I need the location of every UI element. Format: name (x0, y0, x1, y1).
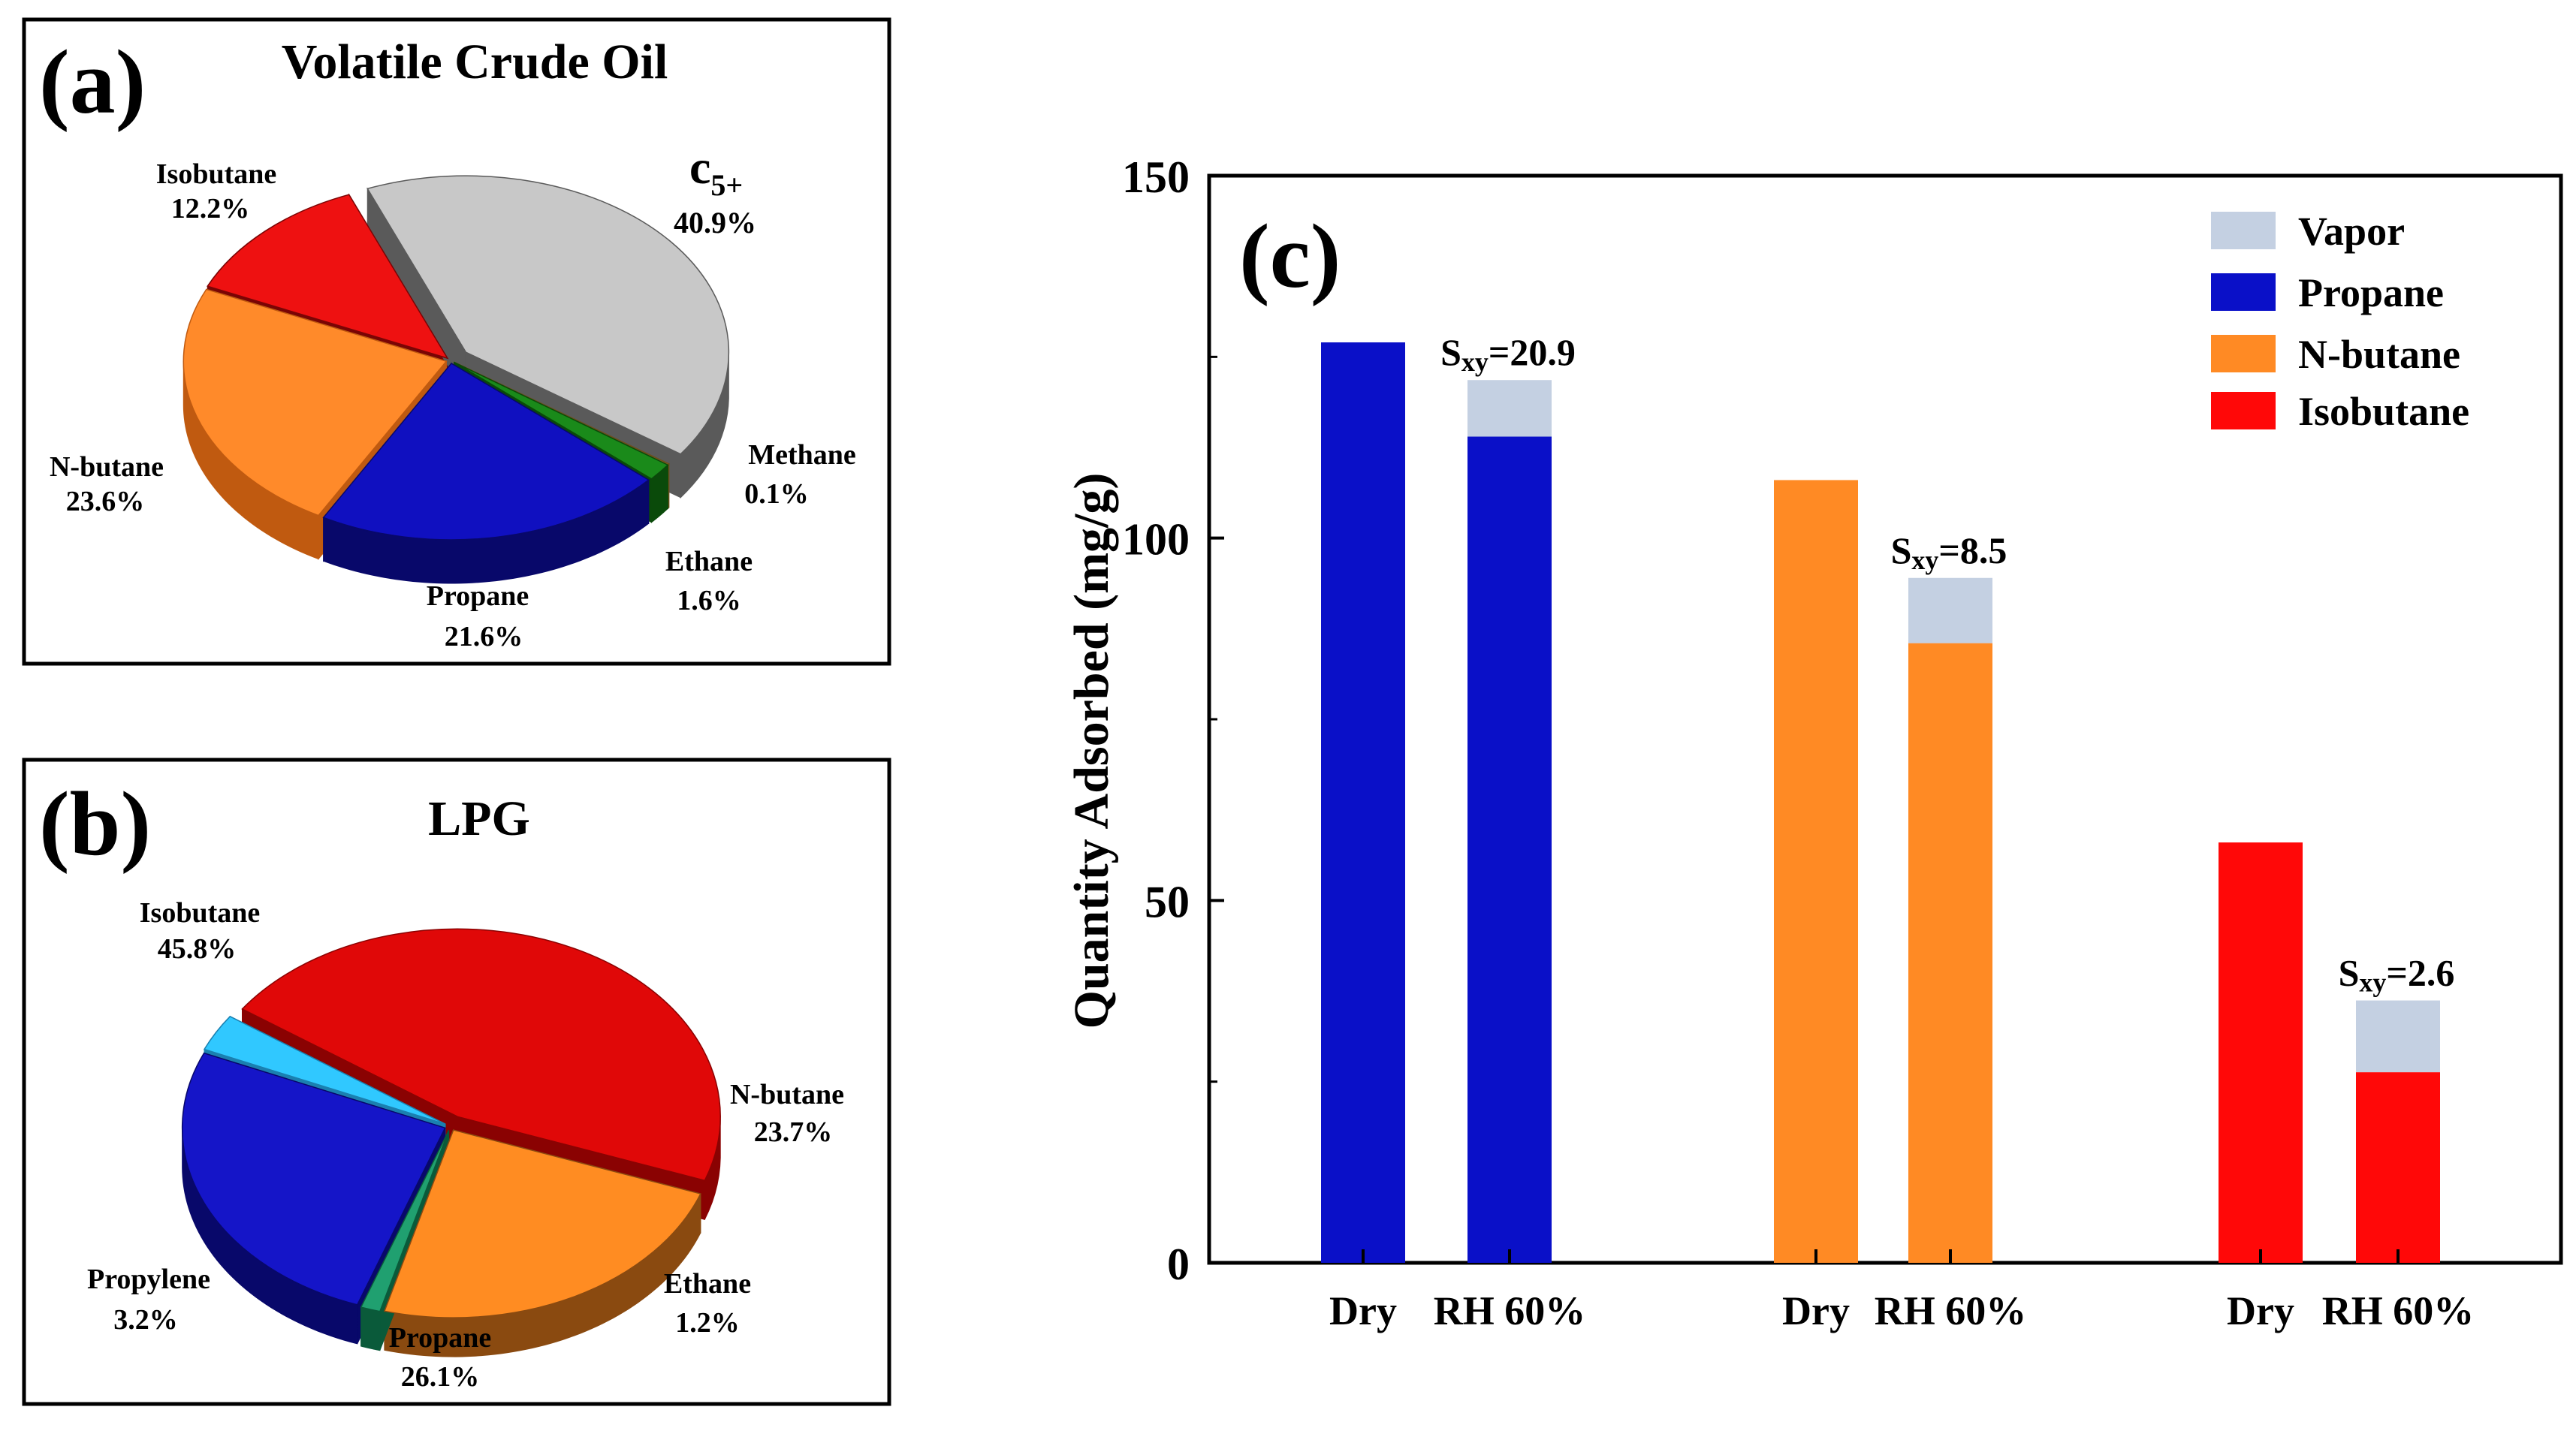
pie-b (181, 928, 721, 1357)
pie-a-labels: c5+ 40.9% Methane 0.1% Ethane 1.6% Propane 21.6… (50, 140, 856, 652)
bar-vapor-n-butane (1908, 577, 1992, 643)
pie-slice-propane (322, 362, 650, 541)
pie-slice-propane (181, 1052, 446, 1306)
legend-label-propane: Propane (2298, 270, 2444, 315)
pie-a-pct-propane: 21.6% (445, 621, 523, 652)
panel-b-label: (b) (39, 773, 151, 875)
y-tick-label: 150 (1122, 152, 1190, 202)
x-tick-label: RH 60% (2322, 1288, 2475, 1333)
bar-n-butane-rh60 (1908, 643, 1992, 1263)
y-tick-label: 100 (1122, 515, 1190, 565)
pie-b-pct-ethane: 1.2% (675, 1307, 740, 1339)
x-tick-label: RH 60% (1875, 1288, 2027, 1333)
pie-a-label-propane: Propane (427, 580, 529, 612)
legend-swatch-n-butane (2211, 335, 2276, 372)
legend-swatch-vapor (2211, 212, 2276, 249)
bar-isobutane-rh60 (2356, 1072, 2440, 1263)
panel-b: (b) LPG Isobutane 45.8% N-butane 23.7% Ethan… (22, 758, 891, 1406)
legend-swatch-isobutane (2211, 392, 2276, 429)
y-tick-label: 50 (1145, 877, 1190, 926)
bar-n-butane-dry (1774, 480, 1858, 1264)
y-axis-label: Quantity Adsorbed (mg/g) (1064, 473, 1119, 1029)
pie-a-pct-methane: 0.1% (744, 478, 809, 510)
pie-slice-n-butane (383, 1129, 701, 1318)
panel-a-title: Volatile Crude Oil (282, 35, 668, 89)
pie-b-label-propane: Propane (389, 1322, 492, 1354)
pie-b-label-isobutane: Isobutane (140, 897, 261, 929)
pie-b-labels: Isobutane 45.8% N-butane 23.7% Ethane 1.2% Pro… (87, 897, 844, 1393)
legend-swatch-propane (2211, 273, 2276, 311)
bar-propane-dry (1321, 342, 1405, 1264)
pie-slice-ethane (360, 1130, 450, 1312)
pie-a-pct-isobutane: 12.2% (171, 193, 250, 224)
pie-slice-n-butane (182, 288, 448, 517)
pie-b-pct-isobutane: 45.8% (158, 933, 237, 965)
pie-b-label-nbutane: N-butane (730, 1079, 844, 1110)
x-tick-label: RH 60% (1434, 1288, 1586, 1333)
x-tick-label: Dry (1782, 1288, 1850, 1333)
panel-a-label: (a) (39, 32, 146, 133)
pie-b-pct-propylene: 3.2% (113, 1304, 178, 1336)
bar-isobutane-dry (2219, 842, 2303, 1263)
pie-a-label-c5plus: c5+ (689, 140, 743, 202)
pie-slice-isobutane (207, 194, 449, 360)
annotation-sxy-isobutane: Sxy=2.6 (2339, 952, 2455, 998)
bar-vapor-isobutane (2356, 1000, 2440, 1073)
pie-a-label-isobutane: Isobutane (156, 158, 277, 190)
bar-propane-rh60 (1467, 436, 1552, 1263)
pie-a-label-nbutane: N-butane (50, 451, 164, 483)
pie-a-pct-nbutane: 23.6% (66, 486, 145, 517)
x-tick-label: Dry (1329, 1288, 1397, 1333)
legend: Vapor Propane N-butane Isobutane (2211, 209, 2469, 434)
bar-vapor-propane (1467, 380, 1552, 437)
panel-b-title: LPG (428, 791, 530, 846)
legend-label-isobutane: Isobutane (2298, 389, 2469, 434)
legend-label-vapor: Vapor (2298, 209, 2405, 254)
annotation-sxy-propane: Sxy=20.9 (1440, 331, 1576, 377)
pie-b-pct-nbutane: 23.7% (754, 1116, 833, 1148)
annotation-sxy-n-butane: Sxy=8.5 (1891, 529, 2007, 575)
pie-a-label-methane: Methane (748, 439, 856, 471)
pie-a (182, 175, 730, 584)
pie-a-pct-ethane: 1.6% (677, 585, 741, 616)
legend-label-n-butane: N-butane (2298, 332, 2460, 377)
y-tick-label: 0 (1167, 1240, 1190, 1289)
bar-plot-area: 0 50 100 150 Dry Sxy=20.9 RH 60% Dry Sxy=8.5 RH 6… (1122, 152, 2563, 1333)
pie-b-label-propylene: Propylene (87, 1264, 210, 1295)
panel-c: (c) Quantity Adsorbed (mg/g) 0 50 100 150 Dr… (1064, 152, 2563, 1333)
pie-a-label-ethane: Ethane (665, 546, 753, 577)
pie-b-label-ethane: Ethane (664, 1268, 751, 1300)
pie-b-pct-propane: 26.1% (401, 1361, 480, 1393)
pie-slice-ethane (454, 361, 669, 480)
pie-a-pct-c5plus: 40.9% (674, 206, 756, 240)
pie-slice-propylene (203, 1015, 446, 1125)
pie-slice-isobutane (241, 928, 721, 1182)
x-tick-label: Dry (2227, 1288, 2294, 1333)
panel-a: (a) Volatile Crude Oil c5+ 40.9% Methane 0.… (22, 17, 891, 666)
panel-c-label: (c) (1239, 206, 1341, 307)
pie-slice-c5- (366, 175, 730, 455)
